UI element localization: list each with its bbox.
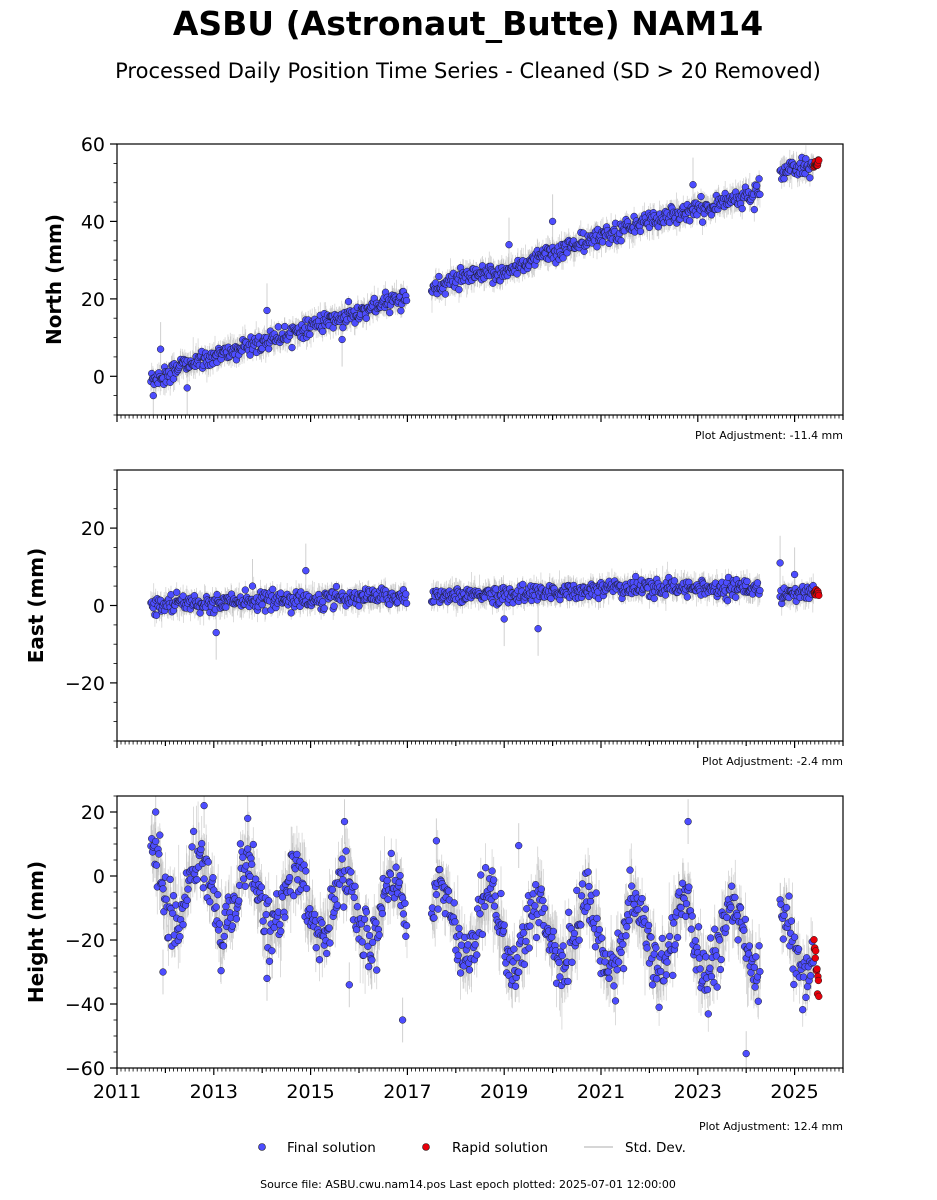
final-point xyxy=(756,586,764,595)
final-point xyxy=(732,593,740,601)
north-y-ticks xyxy=(110,143,117,416)
final-point xyxy=(248,582,257,590)
final-point xyxy=(738,205,746,213)
final-point xyxy=(277,589,285,597)
final-point xyxy=(455,286,463,294)
final-point xyxy=(686,217,694,225)
final-point xyxy=(559,254,567,262)
final-point xyxy=(776,559,784,567)
final-point xyxy=(222,603,230,611)
final-point xyxy=(213,590,221,599)
final-point xyxy=(753,579,762,587)
north-final-points xyxy=(147,153,817,400)
final-point xyxy=(241,586,249,594)
final-point xyxy=(402,590,410,598)
final-point xyxy=(723,597,732,605)
rapid-point xyxy=(815,156,823,164)
final-point xyxy=(355,602,363,610)
final-point xyxy=(338,335,346,344)
final-point xyxy=(263,306,271,315)
east-x-ticks xyxy=(116,741,844,748)
final-point xyxy=(698,218,707,226)
final-point xyxy=(332,582,341,591)
final-point xyxy=(697,192,705,201)
final-point xyxy=(287,609,295,617)
final-point xyxy=(173,588,181,596)
final-point xyxy=(598,238,607,246)
final-point xyxy=(281,322,289,331)
north-plot-adjustment: Plot Adjustment: -11.4 mm xyxy=(695,429,843,442)
final-point xyxy=(330,602,338,610)
final-point xyxy=(320,604,328,612)
final-point xyxy=(265,345,273,353)
final-point xyxy=(402,599,411,608)
y-tick-label: 40 xyxy=(81,211,105,233)
final-point xyxy=(790,570,799,579)
figure-title: ASBU (Astronaut_Butte) NAM14 xyxy=(173,4,763,43)
north-x-ticks xyxy=(116,415,844,422)
final-point xyxy=(617,237,625,245)
final-point xyxy=(362,314,370,322)
north-panel: 0 20 40 60 North (mm) Plot Adjustment: -11.4 … xyxy=(42,134,844,442)
final-point xyxy=(593,243,601,251)
east-plot-area xyxy=(147,535,823,660)
final-point xyxy=(306,330,314,339)
final-point xyxy=(750,205,758,214)
final-point xyxy=(519,580,527,589)
figure-subtitle: Processed Daily Position Time Series - C… xyxy=(115,59,821,83)
final-point xyxy=(513,270,521,278)
north-rapid-points xyxy=(810,156,823,171)
final-point xyxy=(149,391,157,400)
final-point xyxy=(806,174,814,182)
final-point xyxy=(435,272,443,281)
east-final-points xyxy=(147,559,817,637)
final-point xyxy=(689,181,697,189)
final-point xyxy=(500,615,508,623)
final-point xyxy=(707,211,716,219)
final-point xyxy=(650,594,658,603)
y-tick-label: 20 xyxy=(81,289,105,311)
final-point xyxy=(743,577,751,586)
y-tick-label: 60 xyxy=(81,134,105,156)
final-point xyxy=(548,217,557,226)
final-point xyxy=(780,175,788,183)
final-point xyxy=(274,323,282,331)
north-stddev-bars xyxy=(150,145,814,415)
final-point xyxy=(661,591,670,599)
final-point xyxy=(636,227,645,236)
final-point xyxy=(288,343,296,352)
final-point xyxy=(212,628,220,637)
final-point xyxy=(397,307,405,315)
final-point xyxy=(402,296,411,305)
final-point xyxy=(344,297,353,306)
panels-container: 0 20 40 60 North (mm) Plot Adjustment: -11.4 … xyxy=(24,134,844,1133)
final-point xyxy=(339,324,347,332)
final-point xyxy=(152,611,161,619)
final-point xyxy=(258,601,266,609)
final-point xyxy=(670,577,679,585)
final-point xyxy=(302,567,310,575)
final-point xyxy=(683,593,691,601)
final-point xyxy=(547,594,555,603)
final-point xyxy=(269,585,277,593)
final-point xyxy=(756,190,764,199)
north-plot-area xyxy=(147,145,823,415)
final-point xyxy=(319,327,327,336)
rapid-point xyxy=(815,591,823,600)
final-point xyxy=(386,308,394,317)
final-point xyxy=(505,241,513,249)
east-rapid-points xyxy=(810,586,823,600)
north-y-axis-label: North (mm) xyxy=(42,214,66,345)
final-point xyxy=(441,290,449,298)
final-point xyxy=(753,182,761,190)
final-point xyxy=(183,384,191,392)
final-point xyxy=(755,175,763,183)
final-point xyxy=(534,625,542,633)
y-tick-label: 0 xyxy=(93,366,105,388)
final-point xyxy=(156,345,165,353)
